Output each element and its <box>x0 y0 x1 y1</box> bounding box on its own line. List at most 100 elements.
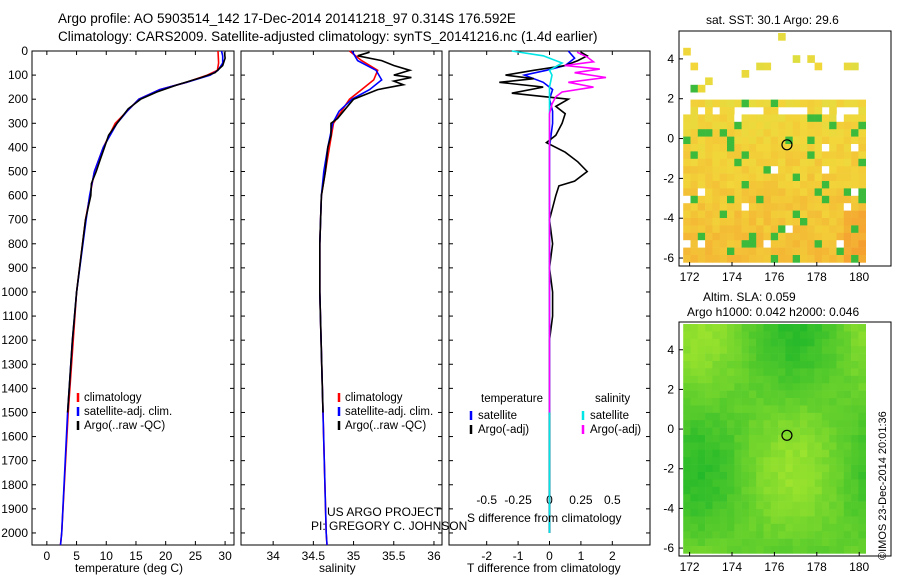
map-cell <box>719 472 728 480</box>
map-cell <box>748 255 757 263</box>
map-cell <box>858 136 866 145</box>
map-cell <box>851 383 859 391</box>
map-cell <box>851 158 859 167</box>
map-cell <box>814 538 823 547</box>
map-cell <box>792 129 801 137</box>
map-cell <box>785 494 793 502</box>
map-cell <box>748 494 757 502</box>
map-cell <box>683 144 691 152</box>
map-cell <box>785 464 793 473</box>
map-cell <box>712 210 720 219</box>
map-cell <box>770 136 779 145</box>
map-cell <box>756 210 764 219</box>
map-cell <box>712 136 720 145</box>
map-cell <box>770 107 779 115</box>
map-cell <box>814 405 823 414</box>
map-cell <box>785 166 793 174</box>
map-cell <box>756 129 764 137</box>
map-cell <box>705 181 713 189</box>
map-cell <box>763 398 772 406</box>
map-cell <box>697 338 706 347</box>
map-cell <box>683 368 691 377</box>
map-cell <box>800 531 808 539</box>
map-cell <box>851 472 859 480</box>
map-cell <box>727 218 735 226</box>
map-cell <box>836 129 845 137</box>
map-cell <box>836 232 845 241</box>
map-cell <box>683 538 691 547</box>
map-y-tick-label: 2 <box>667 92 674 106</box>
map-cell <box>858 464 866 473</box>
map-cell <box>756 114 764 123</box>
map-cell <box>821 509 830 517</box>
map-cell <box>741 173 750 182</box>
map-cell <box>712 195 720 204</box>
map-cell <box>851 99 859 108</box>
map-cell <box>858 479 866 488</box>
map-cell <box>734 546 742 554</box>
map-cell <box>705 203 713 211</box>
map-cell <box>719 232 728 241</box>
map-cell <box>858 225 866 234</box>
map-cell <box>748 240 757 248</box>
map-cell <box>770 405 779 414</box>
map-cell <box>836 383 845 391</box>
map-cell <box>712 494 720 502</box>
map-cell <box>748 324 757 332</box>
map-cell <box>697 390 706 399</box>
map-cell <box>748 331 757 340</box>
map-cell <box>821 523 830 532</box>
map-cell <box>829 218 837 226</box>
map-cell <box>705 151 713 160</box>
map-cell <box>748 531 757 539</box>
map-cell <box>734 516 742 525</box>
map-cell <box>785 457 793 465</box>
map-cell <box>748 523 757 532</box>
map-cell <box>712 129 720 137</box>
map-cell <box>705 166 713 174</box>
map-cell <box>727 531 735 539</box>
map-cell <box>851 129 859 137</box>
map-cell <box>843 449 852 458</box>
map-cell <box>712 247 720 256</box>
map-cell <box>705 412 713 421</box>
map-cell <box>770 225 779 234</box>
map-cell <box>763 107 772 115</box>
map-cell <box>807 546 815 554</box>
map-cell <box>712 324 720 332</box>
map-cell <box>727 398 735 406</box>
map-cell <box>829 107 837 115</box>
map-cell <box>697 412 706 421</box>
map-cell <box>734 136 742 145</box>
sst-map: 172 174 176 178 180 -6 -4 -2 0 2 4 <box>663 30 892 284</box>
map-cell <box>778 353 786 362</box>
map-cell <box>690 324 699 332</box>
map-cell <box>741 218 750 226</box>
map-cell <box>843 427 852 436</box>
map-cell <box>770 361 779 369</box>
s-tick-label: -0.5 <box>476 493 497 507</box>
map-cell <box>705 121 713 130</box>
map-cell <box>814 240 823 248</box>
map-cell <box>748 181 757 189</box>
map-cell <box>697 210 706 219</box>
map-cell <box>814 368 823 377</box>
map-cell <box>763 479 772 488</box>
map-cell <box>836 225 845 234</box>
map-cell <box>741 324 750 332</box>
map-cell <box>741 435 750 443</box>
map-cell <box>748 546 757 554</box>
map-cell <box>690 240 699 248</box>
map-cell <box>712 390 720 399</box>
map-cell <box>814 144 823 152</box>
depth-tick-label: 600 <box>8 189 28 203</box>
map-cell <box>770 375 779 384</box>
map-cell <box>814 114 823 123</box>
map-x-tick-label: 176 <box>764 270 784 284</box>
map-cell <box>807 435 815 443</box>
map-cell <box>741 457 750 465</box>
map-cell <box>836 420 845 428</box>
map-cell <box>829 479 837 488</box>
map-cell <box>843 435 852 443</box>
map-cell <box>807 509 815 517</box>
